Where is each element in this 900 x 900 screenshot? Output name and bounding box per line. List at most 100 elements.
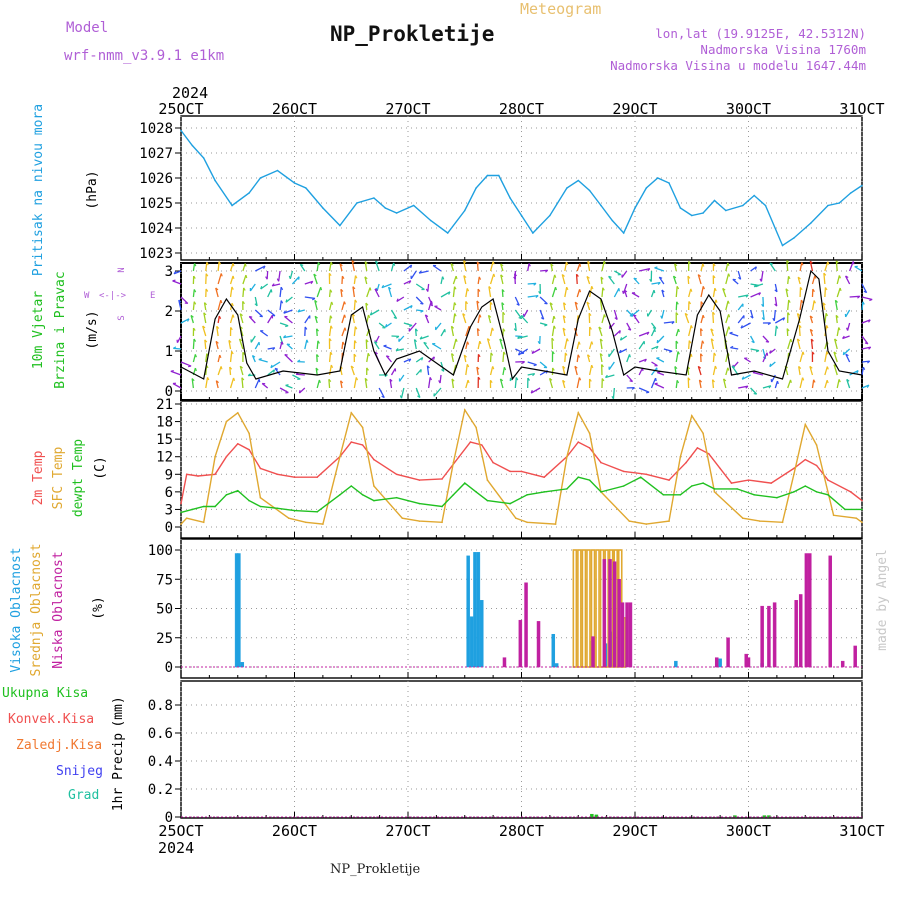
- wind-arrow-head: [364, 377, 368, 381]
- wind-arrow: [419, 335, 429, 340]
- wind-arrow: [316, 379, 320, 389]
- wind-arrow: [684, 313, 690, 324]
- wind-arrow: [576, 263, 581, 272]
- wind-arrow: [328, 262, 332, 272]
- wind-arrow-head: [342, 341, 345, 345]
- wind-arrow-head: [727, 262, 730, 266]
- data-point-sfc: [759, 520, 761, 522]
- data-point-sfc: [259, 496, 262, 499]
- wind-arrow: [254, 296, 258, 306]
- wind-arrow: [286, 343, 293, 350]
- wind-arrow: [834, 338, 838, 350]
- wind-arrow-head: [330, 364, 334, 369]
- wind-arrow: [315, 367, 318, 376]
- wind-arrow: [423, 342, 430, 350]
- wind-arrow: [844, 275, 851, 285]
- data-point-pressure: [339, 224, 341, 227]
- wind-arrow-head: [614, 317, 618, 320]
- data-point-temp2m: [197, 475, 199, 477]
- data-point-sfc: [339, 455, 341, 458]
- data-point-pressure: [412, 204, 415, 207]
- data-point-pressure: [520, 214, 523, 217]
- bar-low_cloud: [617, 579, 621, 668]
- wind-arrow-head: [364, 276, 368, 280]
- data-point-temp2m: [600, 461, 602, 464]
- wind-arrow: [440, 291, 451, 298]
- data-point-pressure: [549, 214, 551, 217]
- wind-arrow-head: [354, 275, 358, 279]
- wind-arrow-head: [239, 313, 243, 317]
- wind-arrow: [835, 315, 838, 324]
- wind-arrow-head: [364, 261, 368, 265]
- wind-arrow: [427, 283, 430, 292]
- wind-arrow-head: [318, 379, 321, 384]
- bar-low_cloud: [767, 605, 771, 668]
- wind-arrow: [396, 296, 405, 302]
- wind-arrow-head: [576, 273, 579, 277]
- wind-arrow-head: [723, 378, 727, 382]
- wind-arrow-head: [772, 317, 775, 322]
- wind-arrow: [725, 262, 729, 272]
- wind-arrow: [563, 302, 566, 311]
- wind-arrow-head: [430, 300, 433, 304]
- wind-arrow-head: [191, 378, 195, 382]
- wind-arrow: [861, 366, 865, 376]
- wind-arrow-head: [798, 365, 802, 369]
- wind-arrow-head: [768, 385, 772, 389]
- wind-arrow-head: [842, 351, 845, 355]
- data-point-dewpt: [622, 485, 625, 487]
- wind-arrow: [798, 366, 801, 376]
- wind-arrow: [502, 351, 505, 363]
- wind-arrow: [697, 366, 702, 376]
- bar-high_cloud: [551, 633, 556, 668]
- data-point-dewpt: [248, 499, 250, 502]
- ytick-label-3: 25: [156, 631, 173, 647]
- wind-arrow: [180, 361, 192, 367]
- wind-arrow-head: [190, 314, 194, 318]
- wind-arrow: [861, 319, 871, 324]
- data-point-dewpt: [776, 496, 778, 499]
- wind-arrow-head: [281, 341, 284, 345]
- wind-arrow: [489, 352, 492, 363]
- wind-arrow: [551, 274, 556, 285]
- wind-arrow-head: [410, 305, 413, 309]
- wind-arrow-head: [728, 314, 731, 318]
- wind-arrow: [824, 261, 829, 272]
- wind-arrow: [675, 286, 678, 298]
- wind-arrow-head: [730, 345, 734, 349]
- wind-arrow-head: [272, 369, 276, 373]
- bar-low_cloud: [628, 602, 633, 668]
- wind-arrow-head: [203, 312, 207, 316]
- wind-arrow-head: [297, 309, 301, 313]
- wind-arrow-head: [712, 379, 715, 383]
- wind-arrow-head: [528, 263, 531, 267]
- wind-arrow-head: [813, 379, 816, 383]
- wind-arrow: [285, 296, 293, 303]
- wind-arrow: [489, 261, 494, 272]
- xtick-label-bottom: 25OCT: [158, 822, 203, 840]
- wind-arrow: [861, 360, 870, 363]
- wind-arrow-head: [367, 352, 371, 357]
- wind-arrow-head: [677, 328, 680, 333]
- wind-arrow-head: [633, 314, 637, 317]
- xtick-label-top: 28OCT: [499, 100, 544, 118]
- precip-ylabel: 1hr Precip: [111, 733, 126, 811]
- wind-arrow-head: [202, 325, 206, 329]
- wind-arrow-head: [502, 311, 506, 316]
- wind-arrow-head: [712, 311, 716, 315]
- wind-arrow: [291, 276, 300, 285]
- wind-arrow-head: [700, 353, 703, 357]
- wind-arrow-head: [631, 387, 635, 390]
- wind-arrow: [440, 276, 444, 285]
- wind-arrow: [414, 328, 417, 337]
- wind-arrow-head: [756, 350, 760, 353]
- wind-arrow-head: [728, 273, 731, 277]
- wind-arrow: [842, 348, 851, 356]
- wind-arrow-head: [188, 365, 192, 368]
- data-point-sfc: [577, 411, 580, 414]
- wind-arrow: [798, 325, 801, 337]
- wind-arrow-head: [790, 338, 793, 343]
- wind-arrow-head: [478, 276, 482, 280]
- wind-arrow: [295, 373, 305, 376]
- wind-arrow: [313, 273, 318, 285]
